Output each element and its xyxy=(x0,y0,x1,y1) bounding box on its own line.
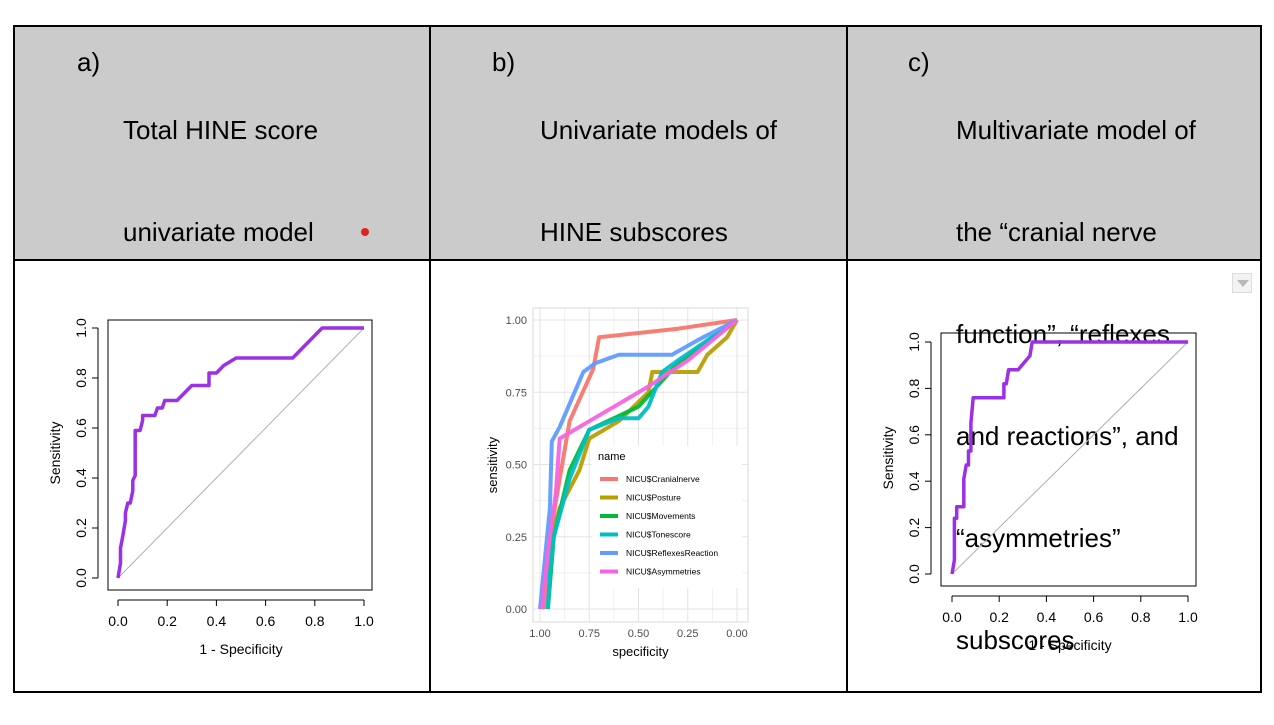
header-line: Multivariate model of xyxy=(956,115,1196,145)
header-line: “asymmetries” xyxy=(956,523,1121,553)
x-tick-label: 0.6 xyxy=(256,613,276,629)
roc-curve-asymmetries xyxy=(540,318,739,610)
x-tick-label: 0.2 xyxy=(157,613,177,629)
x-tick-label: 0.0 xyxy=(942,609,962,625)
chance-diagonal xyxy=(117,327,365,579)
roc-chart-multivariate: 0.0 0.2 0.4 0.6 0.8 1.0 1 - Specificity 0.0 0.2 0… xyxy=(880,332,1198,653)
y-tick-label: 1.0 xyxy=(73,318,89,338)
x-tick-label: 0.8 xyxy=(305,613,325,629)
header-line: the “cranial nerve xyxy=(956,217,1157,247)
x-tick-label: 1.00 xyxy=(529,628,550,640)
y-tick-label: 0.50 xyxy=(506,460,527,472)
header-line: HINE subscores xyxy=(540,217,728,247)
plot-frame xyxy=(107,319,373,591)
header-line: subscores xyxy=(956,625,1075,655)
x-tick-label: 0.4 xyxy=(1037,609,1057,625)
header-c-title: Multivariate model of the “cranial nerve… xyxy=(956,45,1196,725)
y-tick-label: 0.25 xyxy=(506,532,527,544)
y-axis-label: Sensitivity xyxy=(47,421,63,484)
figure-grid: a) Total HINE score univariate model b) … xyxy=(13,25,1262,693)
header-cell-b xyxy=(431,27,846,259)
y-tick-label: 0.2 xyxy=(906,518,922,538)
legend-label: NICU$Posture xyxy=(626,493,681,503)
header-cell-c xyxy=(848,27,1260,259)
legend-label: NICU$ReflexesReaction xyxy=(626,548,718,558)
header-b-letter: b) xyxy=(492,47,516,77)
y-tick-label: 0.2 xyxy=(73,518,89,538)
header-c-letter: c) xyxy=(908,47,930,77)
x-tick-label: 1.0 xyxy=(1178,609,1198,625)
y-axis-label: sensitivity xyxy=(485,436,500,493)
roc-curve-reflexesreaction xyxy=(538,318,738,610)
red-marker-dot xyxy=(361,228,369,236)
column-divider xyxy=(846,27,848,691)
dropdown-arrow-icon[interactable] xyxy=(1232,273,1252,293)
y-tick-label: 0.8 xyxy=(906,378,922,398)
roc-chart-total-hine: 0.0 0.2 0.4 0.6 0.8 1.0 1 - Specificity 0.0 0.2 0… xyxy=(47,318,374,657)
legend-label: NICU$Cranialnerve xyxy=(626,474,700,484)
y-tick-label: 0.8 xyxy=(73,368,89,388)
y-tick-label: 0.4 xyxy=(73,468,89,488)
x-tick-label: 0.75 xyxy=(579,628,600,640)
y-tick-label: 0.6 xyxy=(906,425,922,445)
header-line: Total HINE score xyxy=(123,115,319,145)
chance-diagonal xyxy=(951,341,1189,575)
legend-label: NICU$Tonescore xyxy=(626,530,691,540)
header-line: function”, “reflexes xyxy=(956,319,1170,349)
y-tick-label: 0.75 xyxy=(506,387,527,399)
column-divider xyxy=(429,27,431,691)
y-tick-label: 1.0 xyxy=(906,332,922,352)
x-tick-label: 0.0 xyxy=(108,613,128,629)
legend-label: NICU$Movements xyxy=(626,511,695,521)
header-a-letter: a) xyxy=(77,47,101,77)
plot-frame xyxy=(940,332,1197,587)
roc-curve xyxy=(950,340,1188,575)
x-axis-label: 1 - Specificity xyxy=(199,641,282,657)
x-tick-label: 1.0 xyxy=(354,613,374,629)
roc-curve xyxy=(116,326,364,579)
x-axis-label: 1 - Specificity xyxy=(1028,637,1111,653)
y-tick-label: 0.4 xyxy=(906,471,922,491)
y-tick-label: 0.0 xyxy=(73,568,89,588)
x-tick-label: 0.2 xyxy=(989,609,1009,625)
row-divider xyxy=(15,259,1260,261)
x-axis-label: specificity xyxy=(612,644,669,659)
x-tick-label: 0.6 xyxy=(1084,609,1104,625)
y-tick-label: 0.00 xyxy=(506,604,527,616)
header-b-title: Univariate models of HINE subscores xyxy=(540,45,777,317)
y-tick-label: 0.0 xyxy=(906,564,922,584)
roc-curve-tonescore xyxy=(545,318,739,610)
header-line: and reactions”, and xyxy=(956,421,1179,451)
x-tick-label: 0.4 xyxy=(207,613,227,629)
x-tick-label: 0.50 xyxy=(628,628,649,640)
legend-label: NICU$Asymmetries xyxy=(626,567,701,577)
header-cell-a xyxy=(15,27,429,259)
y-tick-label: 0.6 xyxy=(73,418,89,438)
header-a-title: Total HINE score univariate model xyxy=(123,45,318,317)
x-tick-label: 0.00 xyxy=(726,628,747,640)
x-tick-label: 0.8 xyxy=(1131,609,1151,625)
roc-chart-subscores: 0.00 0.25 0.50 0.75 1.00 1.00 0.75 0.50 0.25 0.00… xyxy=(485,307,749,659)
legend-title: name xyxy=(598,451,626,463)
header-line: univariate model xyxy=(123,217,314,247)
y-tick-label: 1.00 xyxy=(506,315,527,327)
y-axis-label: Sensitivity xyxy=(880,426,896,489)
x-tick-label: 0.25 xyxy=(677,628,698,640)
header-line: Univariate models of xyxy=(540,115,777,145)
